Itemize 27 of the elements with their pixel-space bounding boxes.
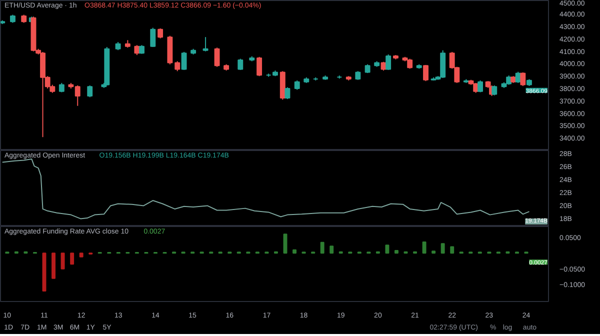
bar (450, 246, 454, 254)
bar (60, 252, 65, 270)
bar (422, 242, 426, 254)
candlestick (238, 58, 244, 70)
candlestick (256, 56, 262, 77)
candlestick (181, 51, 187, 70)
bar (79, 252, 84, 258)
line-series (2, 158, 530, 220)
candlestick (87, 84, 93, 98)
candlestick (174, 60, 180, 72)
bar (70, 252, 74, 265)
bar (394, 250, 398, 254)
bar (52, 252, 56, 279)
candlestick (150, 27, 156, 48)
candlestick (520, 72, 526, 87)
candlestick (214, 47, 220, 68)
bar (330, 246, 334, 254)
candlestick (202, 36, 208, 52)
candlestick (284, 86, 290, 100)
bar (292, 249, 297, 254)
bar (440, 243, 445, 254)
bar (385, 244, 390, 254)
candlestick (423, 64, 428, 82)
candlestick (386, 54, 392, 70)
candlestick (294, 80, 300, 90)
bar (320, 242, 324, 254)
candlestick (158, 28, 164, 39)
